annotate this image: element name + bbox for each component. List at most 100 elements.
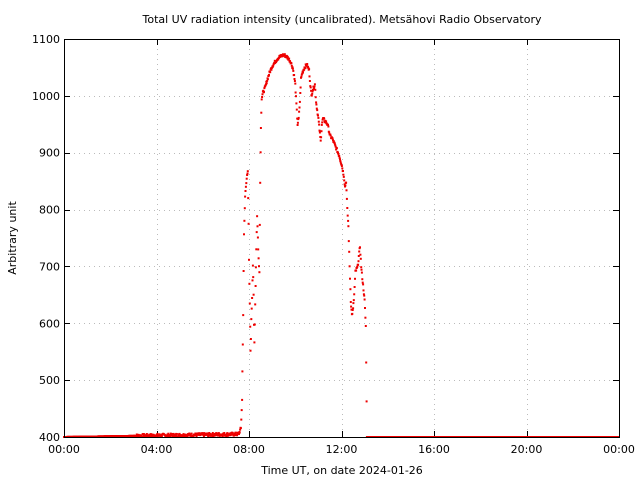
data-point [358, 250, 361, 253]
data-point [314, 88, 317, 91]
data-point [203, 432, 206, 435]
data-point [354, 277, 356, 280]
data-point [352, 299, 355, 302]
data-point [178, 432, 181, 435]
data-point [351, 309, 354, 311]
data-point [256, 236, 259, 239]
data-point [343, 179, 346, 182]
data-point [144, 434, 147, 437]
chart-title: Total UV radiation intensity (uncalibrat… [142, 13, 542, 26]
data-point [353, 286, 356, 288]
x-tick-labels: 00:00 04:00 08:00 12:00 16:00 20:00 00:00 [48, 443, 635, 456]
data-point [331, 137, 334, 140]
data-point [274, 62, 277, 65]
x-tick-label: 16:00 [418, 443, 450, 456]
data-point [295, 102, 298, 105]
data-point [243, 233, 245, 236]
data-point [171, 435, 174, 438]
data-point [241, 398, 244, 401]
data-point [349, 301, 352, 303]
data-point [156, 432, 159, 435]
data-point [363, 298, 366, 301]
data-point [155, 434, 158, 436]
data-point [308, 75, 311, 78]
data-point [314, 96, 317, 99]
x-tick-label: 08:00 [233, 443, 265, 456]
data-point [207, 435, 210, 438]
data-point [347, 219, 350, 222]
data-point [296, 117, 299, 120]
data-point [298, 100, 301, 103]
data-point [341, 167, 344, 170]
data-point [217, 432, 220, 435]
data-point [252, 276, 255, 279]
data-point [337, 153, 340, 156]
data-point [218, 433, 221, 436]
data-point [364, 316, 367, 319]
data-point [211, 435, 214, 438]
data-point [295, 95, 297, 98]
data-point [172, 432, 175, 435]
data-point [258, 223, 261, 226]
data-point [286, 57, 289, 60]
data-point [225, 434, 228, 437]
data-point [360, 268, 363, 271]
data-point [340, 163, 343, 166]
data-point [295, 108, 298, 111]
data-point [305, 64, 308, 67]
data-point [327, 123, 329, 126]
data-point [315, 103, 318, 106]
data-point [244, 190, 247, 192]
data-point [342, 175, 345, 178]
data-point [328, 131, 331, 134]
data-point [307, 66, 310, 69]
data-point [300, 76, 302, 79]
data-point [356, 265, 359, 268]
data-point [204, 434, 207, 437]
data-point [216, 432, 219, 435]
data-point [317, 120, 320, 123]
data-point [143, 433, 146, 436]
data-point [364, 325, 367, 327]
data-point [249, 325, 252, 328]
data-point [304, 67, 307, 70]
data-point [338, 155, 341, 157]
data-point [313, 87, 316, 89]
x-tick-label: 12:00 [326, 443, 358, 456]
data-point [139, 435, 142, 438]
data-point [160, 435, 163, 438]
data-point [271, 65, 274, 68]
x-tick-label: 00:00 [48, 443, 80, 456]
data-point [359, 246, 361, 249]
data-point [258, 265, 260, 268]
data-point [223, 432, 226, 434]
data-point [272, 64, 275, 67]
data-point [337, 151, 339, 154]
data-point [347, 240, 350, 243]
data-point [239, 428, 242, 431]
x-tick-label: 20:00 [511, 443, 543, 456]
data-point [293, 80, 296, 82]
data-point [316, 109, 319, 112]
data-point [182, 433, 185, 436]
data-point [266, 78, 269, 81]
data-point [256, 225, 259, 228]
data-point [321, 121, 324, 124]
data-point [202, 435, 205, 438]
data-point [349, 277, 351, 280]
data-point [137, 435, 139, 438]
data-point [246, 170, 249, 173]
data-point [242, 314, 245, 317]
data-point [353, 293, 356, 296]
data-point [169, 435, 172, 438]
data-point [329, 134, 332, 137]
data-point [254, 266, 257, 269]
data-point [298, 106, 301, 109]
data-point [344, 184, 347, 187]
data-point [246, 174, 249, 176]
data-point [265, 82, 268, 85]
data-point [251, 279, 254, 282]
data-point [362, 283, 365, 286]
data-point [202, 433, 205, 436]
data-point [352, 307, 355, 310]
